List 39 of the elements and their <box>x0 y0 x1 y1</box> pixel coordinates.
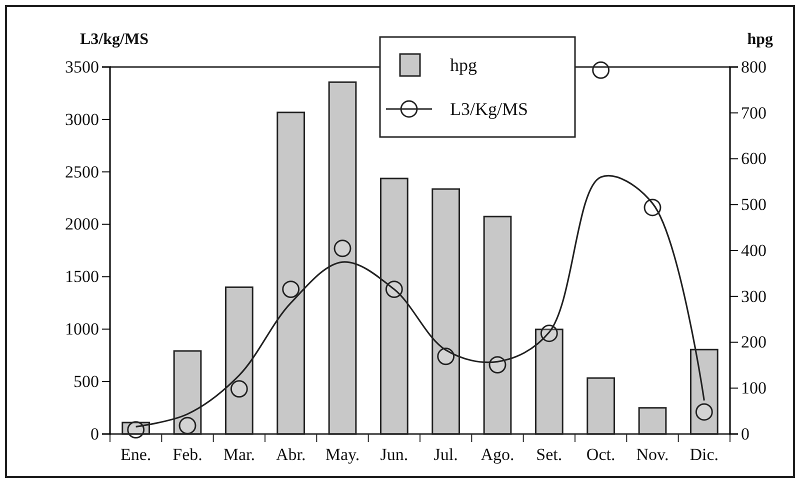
x-tick-label: Feb. <box>172 445 202 464</box>
x-tick-label: Nov. <box>636 445 669 464</box>
x-tick-label: Oct. <box>586 445 616 464</box>
y-tick-label: 2500 <box>65 162 99 182</box>
y2-tick-label: 600 <box>741 149 766 168</box>
y2-tick-label: 200 <box>741 332 766 352</box>
y-tick-label: 1500 <box>65 267 99 286</box>
x-tick-label: Set. <box>536 445 562 464</box>
x-tick-label: Ago. <box>480 445 514 464</box>
x-tick-label: Dic. <box>690 445 719 464</box>
point <box>437 348 455 366</box>
y2-tick-label: 800 <box>741 57 766 76</box>
y-tick-label: 0 <box>90 424 99 444</box>
x-tick-label: May. <box>325 445 360 464</box>
y-tick-label: 500 <box>74 372 99 392</box>
y2-tick-label: 100 <box>741 378 766 398</box>
y-axis-title: L3/kg/MS <box>80 31 149 48</box>
point <box>230 380 248 398</box>
x-tick-label: Ene. <box>120 445 152 464</box>
y-tick-label: 3500 <box>65 57 99 76</box>
y-tick-label: 3000 <box>65 110 99 129</box>
point <box>695 403 713 421</box>
point <box>334 240 352 258</box>
x-tick-label: Jul. <box>434 445 458 464</box>
x-tick-label: Jun. <box>380 445 408 464</box>
point <box>178 416 196 434</box>
x-tick-label: Abr. <box>276 445 306 464</box>
y2-tick-label: 0 <box>741 424 750 444</box>
point <box>282 280 300 298</box>
x-tick-label: Mar. <box>223 445 255 464</box>
y2-tick-label: 400 <box>741 240 766 260</box>
y2-tick-label: 700 <box>741 103 766 122</box>
legend-label: hpg <box>450 55 477 75</box>
legend-label: L3/Kg/MS <box>450 99 528 119</box>
y-tick-label: 1000 <box>65 320 99 339</box>
y2-tick-label: 500 <box>741 195 766 214</box>
y2-tick-label: 300 <box>741 286 766 306</box>
y2-axis-title: hpg <box>747 31 773 48</box>
y-tick-label: 2000 <box>65 214 99 234</box>
